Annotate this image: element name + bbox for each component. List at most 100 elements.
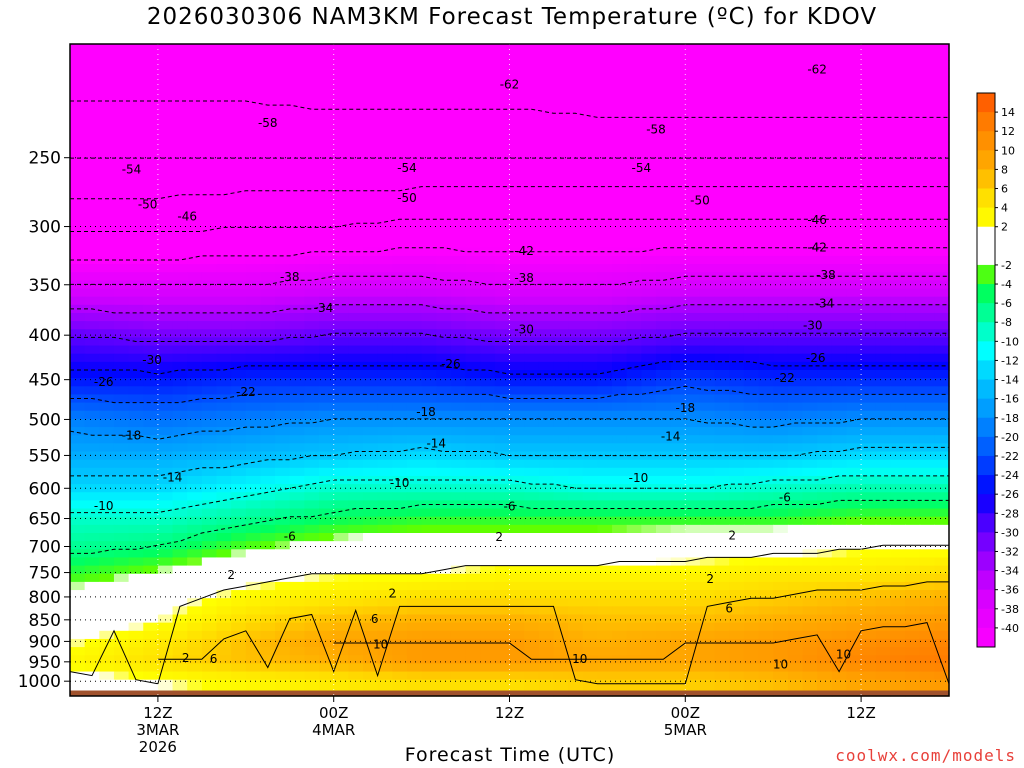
heatmap-cell (494, 663, 511, 673)
heatmap-cell (934, 272, 950, 281)
heatmap-cell (758, 378, 774, 387)
heatmap-cell (656, 598, 672, 607)
heatmap-cell (743, 533, 760, 542)
heatmap-cell (450, 190, 467, 200)
heatmap-cell (641, 239, 657, 249)
heatmap-cell (450, 614, 467, 624)
heatmap-cell (99, 573, 115, 583)
heatmap-cell (84, 581, 100, 591)
heatmap-cell (231, 606, 247, 616)
heatmap-cell (465, 378, 481, 387)
heatmap-cell (304, 524, 320, 534)
heatmap-cell (553, 443, 569, 453)
heatmap-cell (304, 44, 320, 53)
heatmap-cell (861, 524, 877, 534)
heatmap-cell (113, 524, 130, 534)
heatmap-cell (597, 182, 613, 192)
heatmap-cell (363, 296, 379, 306)
heatmap-cell (861, 378, 877, 387)
heatmap-cell (84, 565, 100, 575)
heatmap-cell (348, 590, 364, 599)
heatmap-cell (641, 149, 657, 159)
heatmap-cell (861, 345, 877, 355)
heatmap-cell (743, 655, 760, 664)
heatmap-cell (406, 101, 423, 110)
heatmap-cell (216, 663, 232, 673)
heatmap-cell (553, 44, 569, 53)
heatmap-cell (743, 84, 760, 94)
heatmap-cell (319, 84, 335, 94)
heatmap-cell (758, 255, 774, 265)
heatmap-cell (348, 459, 364, 469)
heatmap-cell (494, 141, 511, 151)
heatmap-cell (172, 190, 188, 200)
heatmap-cell (187, 679, 203, 689)
heatmap-cell (436, 125, 452, 135)
heatmap-cell (553, 679, 569, 689)
heatmap-cell (670, 68, 686, 78)
heatmap-cell (817, 223, 833, 233)
heatmap-cell (817, 280, 833, 290)
heatmap-cell (275, 427, 291, 436)
heatmap-cell (509, 190, 525, 200)
heatmap-cell (817, 312, 833, 322)
heatmap-cell (113, 68, 130, 78)
heatmap-cell (817, 614, 833, 624)
heatmap-cell (216, 573, 232, 583)
heatmap-cell (128, 590, 144, 599)
heatmap-cell (275, 280, 291, 290)
heatmap-cell (509, 557, 525, 567)
heatmap-cell (787, 117, 804, 127)
heatmap-cell (729, 402, 745, 412)
heatmap-cell (304, 117, 320, 127)
heatmap-cell (641, 215, 657, 224)
heatmap-cell (890, 484, 906, 493)
heatmap-cell (875, 84, 891, 94)
heatmap-cell (568, 264, 584, 273)
heatmap-cell (70, 581, 86, 591)
heatmap-cell (201, 182, 218, 192)
heatmap-cell (714, 492, 730, 501)
heatmap-cell (99, 402, 115, 412)
heatmap-cell (113, 370, 130, 379)
heatmap-cell (861, 247, 877, 257)
heatmap-cell (494, 451, 511, 461)
heatmap-cell (626, 361, 642, 371)
heatmap-cell (861, 614, 877, 624)
heatmap-cell (905, 630, 921, 640)
heatmap-cell (817, 475, 833, 485)
heatmap-cell (392, 133, 408, 143)
heatmap-cell (817, 508, 833, 518)
heatmap-cell (172, 459, 188, 469)
heatmap-cell (670, 149, 686, 159)
heatmap-cell (597, 321, 613, 330)
heatmap-cell (656, 467, 672, 477)
heatmap-cell (348, 524, 364, 534)
heatmap-cell (714, 133, 730, 143)
heatmap-cell (143, 133, 159, 143)
heatmap-cell (685, 312, 701, 322)
heatmap-cell (494, 60, 511, 70)
heatmap-cell (861, 337, 877, 347)
heatmap-cell (685, 435, 701, 444)
heatmap-cell (787, 109, 804, 118)
heatmap-cell (787, 541, 804, 550)
heatmap-cell (84, 679, 100, 689)
heatmap-cell (773, 231, 789, 241)
heatmap-cell (641, 508, 657, 518)
heatmap-cell (509, 223, 525, 233)
heatmap-cell (128, 166, 144, 175)
heatmap-cell (597, 565, 613, 575)
heatmap-cell (70, 565, 86, 575)
heatmap-cell (99, 101, 115, 110)
heatmap-cell (84, 402, 100, 412)
heatmap-cell (582, 321, 598, 330)
heatmap-cell (773, 492, 789, 501)
heatmap-cell (597, 288, 613, 298)
heatmap-cell (406, 239, 423, 249)
heatmap-cell (758, 361, 774, 371)
heatmap-cell (128, 60, 144, 70)
heatmap-cell (714, 500, 730, 510)
heatmap-cell (201, 60, 218, 70)
heatmap-cell (538, 606, 555, 616)
